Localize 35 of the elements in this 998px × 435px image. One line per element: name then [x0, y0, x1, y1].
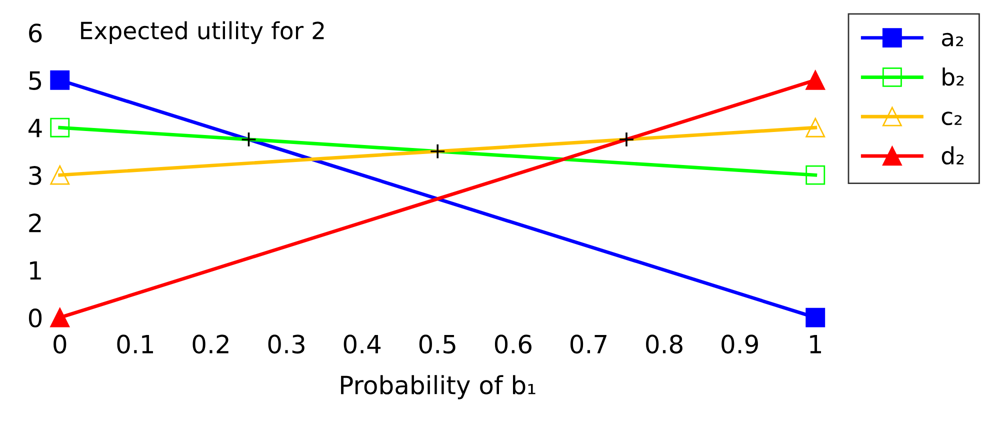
chart-title: Expected utility for 2 — [81, 21, 324, 44]
x-tick-label: 0.6 — [494, 334, 532, 354]
x-tick-label: 0.1 — [117, 334, 153, 354]
y-tick-label: 4 — [28, 118, 42, 138]
y-tick-label: 3 — [29, 166, 42, 185]
x-tick-label: 1 — [810, 334, 822, 354]
y-tick-label: 2 — [29, 214, 41, 232]
point — [806, 118, 826, 138]
x-tick-label: 0.3 — [268, 334, 304, 354]
point — [618, 132, 634, 148]
legend-label: c₂ — [942, 112, 962, 126]
point — [430, 143, 446, 160]
y-tick-label: 0 — [28, 308, 42, 328]
point — [806, 70, 826, 90]
x-tick-label: 0.4 — [344, 334, 381, 354]
legend-label: b₂ — [942, 68, 964, 86]
x-tick-label: 0.9 — [722, 334, 758, 354]
legend-label: d₂ — [942, 146, 964, 165]
x-axis-title: Probability of b₁ — [341, 375, 536, 400]
point — [50, 165, 70, 185]
point — [806, 165, 826, 185]
point — [50, 308, 70, 328]
y-tick-label: 1 — [30, 261, 41, 280]
legend-label: a₂ — [942, 32, 964, 46]
x-tick-label: 0.2 — [192, 334, 228, 354]
point — [50, 70, 70, 90]
y-tick-label: 6 — [29, 24, 42, 42]
x-tick-label: 0 — [54, 334, 66, 354]
point — [50, 118, 70, 138]
y-tick-label: 5 — [29, 71, 42, 90]
x-tick-label: 0.7 — [570, 334, 606, 354]
point — [806, 308, 826, 328]
x-tick-label: 0.8 — [646, 334, 682, 354]
point — [240, 132, 257, 148]
x-tick-label: 0.5 — [419, 334, 456, 354]
